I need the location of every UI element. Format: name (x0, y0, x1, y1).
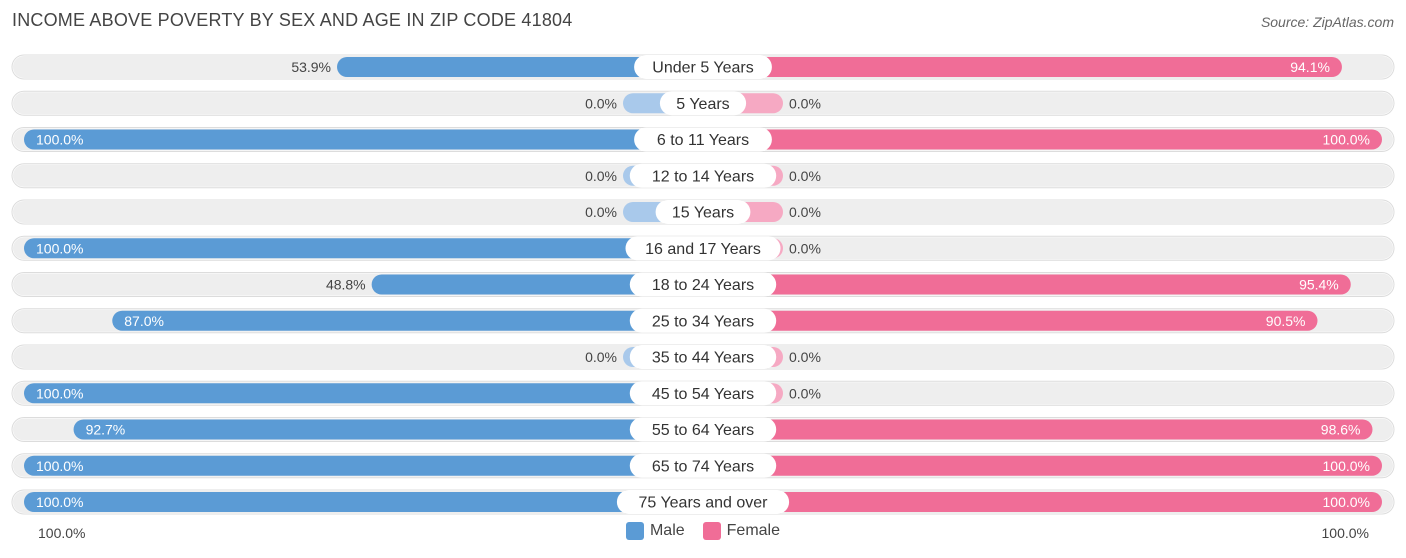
male-bar (24, 455, 703, 476)
category-pill (629, 345, 777, 369)
category-label: 12 to 14 Years (652, 168, 754, 185)
category-pill (629, 308, 777, 333)
female-value-label: 0.0% (789, 240, 821, 256)
category-label: Under 5 Years (652, 60, 753, 77)
category-label: 55 to 64 Years (652, 422, 754, 439)
male-bar (371, 274, 703, 295)
male-value-label: 92.7% (86, 422, 126, 438)
female-bar (703, 274, 1351, 295)
category-pill (629, 417, 777, 442)
category-pill (629, 381, 777, 406)
legend: Male Female (0, 522, 1406, 540)
male-bar (112, 310, 703, 331)
female-value-label: 100.0% (1323, 494, 1370, 510)
category-label: 15 Years (672, 205, 734, 222)
male-value-label: 100.0% (36, 385, 83, 401)
male-bar (24, 129, 703, 150)
category-label: 16 and 17 Years (645, 241, 761, 258)
category-pill (616, 490, 790, 514)
male-value-label: 0.0% (585, 204, 617, 220)
legend-item-female: Female (702, 522, 781, 540)
legend-label-male: Male (649, 522, 685, 539)
bar-chart: 53.9% 94.1% Under 5 Years 0.0% 0.0% 5 Years 10… (11, 54, 1395, 515)
category-label: 75 Years and over (639, 495, 769, 512)
female-value-label: 100.0% (1323, 458, 1370, 474)
category-label: 6 to 11 Years (657, 132, 749, 149)
female-bar (703, 419, 1373, 440)
category-pill (629, 453, 777, 478)
chart-source: Source: ZipAtlas.com (1260, 14, 1394, 30)
male-bar (73, 419, 703, 440)
female-value-label: 95.4% (1299, 277, 1339, 293)
female-value-label: 0.0% (789, 204, 821, 220)
category-pill (629, 163, 777, 188)
female-value-label: 0.0% (789, 168, 821, 184)
male-bar (24, 383, 703, 404)
female-bar (703, 455, 1382, 476)
female-bar (703, 492, 1382, 512)
female-bar (703, 310, 1318, 331)
female-value-label: 98.6% (1321, 422, 1361, 438)
category-pill (629, 272, 777, 297)
category-pill (659, 91, 747, 116)
chart-title: INCOME ABOVE POVERTY BY SEX AND AGE IN Z… (12, 10, 573, 30)
category-pill (625, 236, 781, 261)
category-label: 35 to 44 Years (652, 350, 754, 367)
category-label: 65 to 74 Years (652, 458, 754, 475)
category-label: 25 to 34 Years (652, 313, 754, 330)
male-bar (24, 492, 703, 512)
female-value-label: 0.0% (789, 349, 821, 365)
female-value-label: 94.1% (1290, 59, 1330, 75)
male-bar (24, 238, 703, 259)
category-label: 45 to 54 Years (652, 386, 754, 403)
axis-right-label: 100.0% (1321, 525, 1369, 541)
male-bar (337, 57, 703, 77)
male-value-label: 100.0% (36, 132, 83, 148)
legend-label-female: Female (726, 522, 781, 539)
category-label: 18 to 24 Years (652, 277, 754, 294)
legend-swatch-male (625, 522, 644, 540)
category-pill (655, 200, 751, 224)
male-value-label: 0.0% (585, 168, 617, 184)
legend-item-male: Male (625, 522, 685, 540)
category-pill (634, 55, 772, 79)
female-value-label: 90.5% (1266, 313, 1306, 329)
female-bar (703, 57, 1342, 77)
category-pill (634, 127, 772, 152)
male-value-label: 48.8% (326, 277, 366, 293)
female-bar (703, 129, 1382, 150)
male-value-label: 100.0% (36, 458, 83, 474)
male-value-label: 53.9% (291, 59, 331, 75)
male-value-label: 87.0% (124, 313, 164, 329)
male-value-label: 0.0% (585, 95, 617, 111)
category-label: 5 Years (676, 96, 729, 113)
female-value-label: 0.0% (789, 95, 821, 111)
male-value-label: 100.0% (36, 240, 83, 256)
legend-swatch-female (702, 522, 721, 540)
male-value-label: 0.0% (585, 349, 617, 365)
male-value-label: 100.0% (36, 494, 83, 510)
female-value-label: 100.0% (1323, 132, 1370, 148)
female-value-label: 0.0% (789, 385, 821, 401)
axis-left-label: 100.0% (38, 525, 86, 541)
